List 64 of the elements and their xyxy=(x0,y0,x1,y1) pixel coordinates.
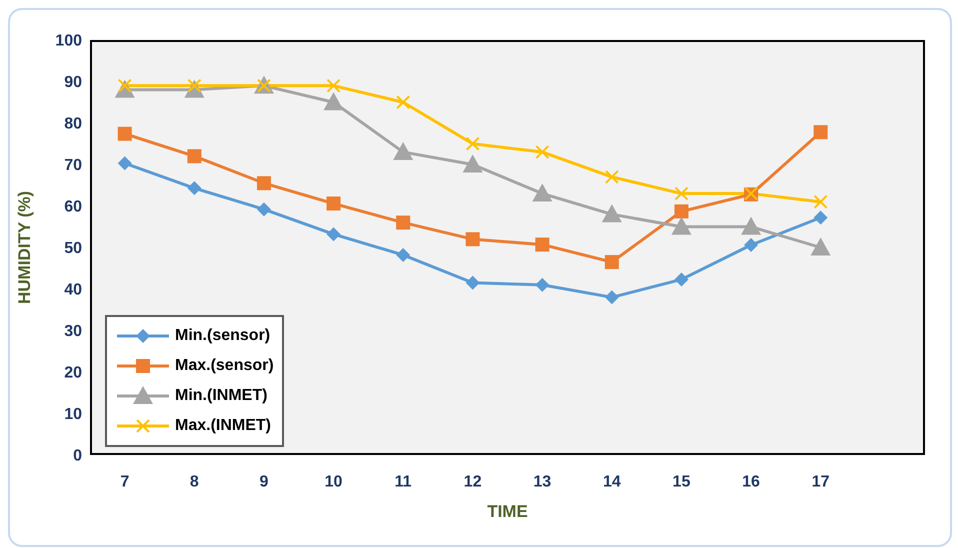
point xyxy=(604,170,619,184)
y-tick-label: 40 xyxy=(64,282,82,299)
point xyxy=(604,290,619,304)
point xyxy=(396,216,410,230)
point xyxy=(326,196,341,211)
point xyxy=(466,136,480,151)
legend-label: Max.(sensor) xyxy=(175,357,274,375)
point xyxy=(466,276,480,290)
point xyxy=(535,238,550,252)
y-tick-label: 60 xyxy=(64,198,82,216)
point xyxy=(187,149,202,164)
y-axis-title: HUMIDITY (%) xyxy=(15,190,34,304)
point xyxy=(814,194,828,209)
y-tick-label: 30 xyxy=(64,323,82,340)
point xyxy=(462,154,483,172)
x-tick-label: 14 xyxy=(602,473,621,490)
point xyxy=(674,272,688,286)
point xyxy=(674,204,688,218)
point xyxy=(187,181,202,196)
x-tick-label: 9 xyxy=(260,473,269,490)
point xyxy=(532,184,552,202)
legend-label: Min.(sensor) xyxy=(175,327,270,345)
y-tick-label: 10 xyxy=(64,406,82,424)
x-tick-label: 7 xyxy=(120,473,130,490)
y-tick-label: 20 xyxy=(64,364,82,382)
point xyxy=(671,216,692,235)
x-tick-label: 10 xyxy=(324,473,343,490)
y-tick-label: 50 xyxy=(64,240,82,258)
point xyxy=(396,95,410,110)
point xyxy=(324,92,344,110)
point xyxy=(814,125,828,140)
point xyxy=(814,210,828,225)
point xyxy=(118,156,132,170)
y-tick-label: 100 xyxy=(55,32,82,50)
point xyxy=(396,248,410,262)
y-tick-label: 0 xyxy=(73,448,82,465)
point xyxy=(256,202,271,216)
x-tick-label: 17 xyxy=(812,473,830,490)
point xyxy=(393,142,414,160)
point xyxy=(674,186,688,201)
y-tick-label: 90 xyxy=(64,74,82,92)
point xyxy=(535,145,550,160)
legend-label: Max.(INMET) xyxy=(175,417,271,435)
y-tick-label: 70 xyxy=(64,157,82,174)
point xyxy=(535,278,550,292)
point xyxy=(810,238,831,256)
y-tick-label: 80 xyxy=(64,116,82,133)
point xyxy=(466,232,480,246)
point xyxy=(326,227,341,242)
point xyxy=(744,238,758,252)
point xyxy=(602,204,622,222)
x-tick-label: 12 xyxy=(464,473,482,490)
x-tick-label: 15 xyxy=(672,473,690,490)
point xyxy=(118,126,132,141)
x-tick-label: 16 xyxy=(742,473,760,490)
point xyxy=(256,176,271,190)
legend-label: Min.(INMET) xyxy=(175,387,268,405)
x-tick-label: 13 xyxy=(533,473,552,490)
x-axis-title: TIME xyxy=(487,502,528,521)
point xyxy=(326,78,341,93)
point xyxy=(604,255,619,270)
point xyxy=(741,216,762,235)
x-tick-label: 11 xyxy=(394,473,412,490)
x-tick-label: 8 xyxy=(190,473,199,490)
